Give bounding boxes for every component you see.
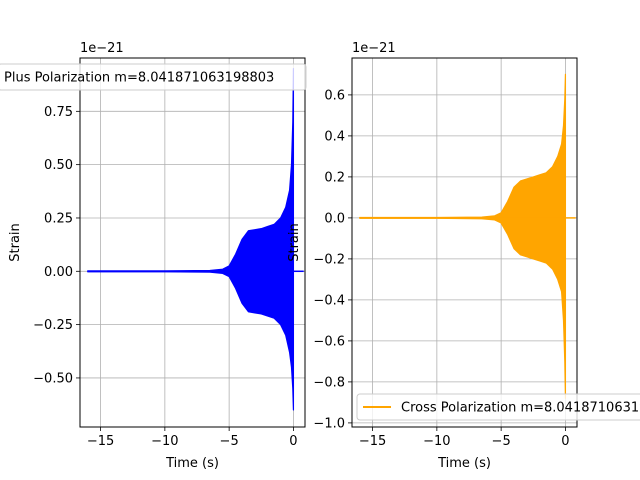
plus-y-tick-label: 0.00: [44, 265, 73, 280]
cross-x-tick-label: −5: [492, 434, 511, 449]
cross-legend-box: [356, 393, 640, 421]
plus-x-ticks: −15 −10 −5 0: [87, 427, 298, 449]
plus-polarization-axes: −15 −10 −5 0 −0.50 −0.25 0.00 0.25 0.50 0.75 1e−…: [0, 41, 307, 471]
plus-x-axis-label: Time (s): [165, 456, 219, 471]
cross-y-tick-label: 0.4: [324, 129, 345, 144]
plus-offset-text: 1e−21: [80, 41, 124, 56]
plus-y-axis-label: Strain: [8, 223, 23, 262]
cross-y-tick-label: −0.6: [313, 334, 345, 349]
cross-x-tick-label: −10: [423, 434, 450, 449]
plus-waveform-path: [87, 68, 295, 411]
plus-x-tick-label: −15: [87, 434, 114, 449]
plus-legend-label: Plus Polarization m=8.041871063198803: [4, 71, 274, 86]
plus-x-tick-label: −10: [151, 434, 178, 449]
cross-x-tick-label: 0: [561, 434, 569, 449]
cross-y-tick-label: 0.0: [324, 211, 345, 226]
cross-x-axis-label: Time (s): [437, 456, 491, 471]
cross-axes-frame: [351, 57, 578, 428]
plus-y-tick-label: 0.75: [44, 105, 73, 120]
cross-offset-text: 1e−21: [352, 41, 396, 56]
cross-y-tick-label: −1.0: [313, 416, 345, 431]
plus-legend: Plus Polarization m=8.041871063198803: [0, 63, 307, 91]
cross-legend: Cross Polarization m=8.041871063198803: [356, 393, 640, 421]
cross-y-tick-label: 0.2: [324, 170, 345, 185]
cross-y-tick-label: 0.6: [324, 88, 345, 103]
plus-axes-frame: [79, 57, 306, 428]
plus-y-ticks: −0.50 −0.25 0.00 0.25 0.50 0.75: [33, 105, 80, 386]
plus-y-tick-label: −0.50: [33, 371, 73, 386]
plus-legend-box: [0, 63, 307, 91]
cross-legend-label: Cross Polarization m=8.041871063198803: [401, 401, 640, 416]
cross-x-ticks: −15 −10 −5 0: [359, 427, 570, 449]
plus-x-tick-label: −5: [220, 434, 239, 449]
cross-polarization-axes: −15 −10 −5 0 −1.0 −0.8 −0.6 −0.4 −0.2 0.0 0.2 0.4 0…: [287, 41, 640, 471]
plus-x-tick-label: 0: [289, 434, 297, 449]
plus-y-tick-label: 0.50: [44, 158, 73, 173]
plus-y-tick-label: −0.25: [33, 318, 73, 333]
cross-y-tick-label: −0.4: [313, 293, 345, 308]
cross-y-tick-label: −0.2: [313, 252, 345, 267]
cross-y-axis-label: Strain: [287, 223, 302, 262]
cross-x-tick-label: −15: [359, 434, 386, 449]
cross-y-tick-label: −0.8: [313, 375, 345, 390]
cross-y-ticks: −1.0 −0.8 −0.6 −0.4 −0.2 0.0 0.2 0.4 0.6: [313, 88, 352, 431]
plus-waveform: [87, 68, 295, 411]
plus-y-tick-label: 0.25: [44, 211, 73, 226]
